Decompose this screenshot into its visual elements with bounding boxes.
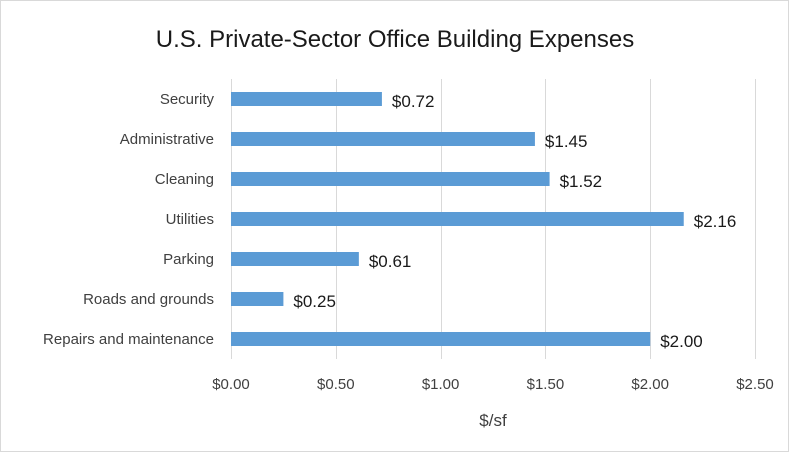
category-labels: Security Administrative Cleaning Utilities P… — [43, 91, 214, 348]
data-label: $2.00 — [660, 332, 703, 351]
category-label: Utilities — [166, 211, 214, 228]
category-label: Cleaning — [155, 171, 214, 188]
chart-title: U.S. Private-Sector Office Building Expe… — [156, 26, 634, 53]
x-tick-label: $2.50 — [736, 376, 774, 393]
category-label: Security — [160, 91, 215, 108]
bars — [231, 92, 684, 346]
data-label: $0.72 — [392, 92, 435, 111]
bar — [231, 92, 382, 106]
bar — [231, 172, 550, 186]
category-label: Administrative — [120, 131, 214, 148]
bar — [231, 212, 684, 226]
data-label: $1.52 — [560, 172, 603, 191]
category-label: Roads and grounds — [83, 291, 214, 308]
data-label: $1.45 — [545, 132, 588, 151]
bar — [231, 332, 651, 346]
x-tick-label: $1.50 — [527, 376, 565, 393]
data-label: $2.16 — [694, 212, 737, 231]
data-labels: $0.72 $1.45 $1.52 $2.16 $0.61 $0.25 $2.00 — [293, 92, 736, 351]
x-tick-labels: $0.00 $0.50 $1.00 $1.50 $2.00 $2.50 — [212, 376, 774, 393]
x-tick-label: $1.00 — [422, 376, 460, 393]
x-tick-label: $0.50 — [317, 376, 355, 393]
data-label: $0.61 — [369, 252, 412, 271]
x-tick-label: $2.00 — [631, 376, 669, 393]
x-tick-label: $0.00 — [212, 376, 250, 393]
bar — [231, 252, 359, 266]
x-axis-title: $/sf — [479, 411, 507, 430]
data-label: $0.25 — [293, 292, 336, 311]
category-label: Parking — [163, 251, 214, 268]
bar — [231, 292, 284, 306]
bar — [231, 132, 535, 146]
category-label: Repairs and maintenance — [43, 331, 214, 348]
